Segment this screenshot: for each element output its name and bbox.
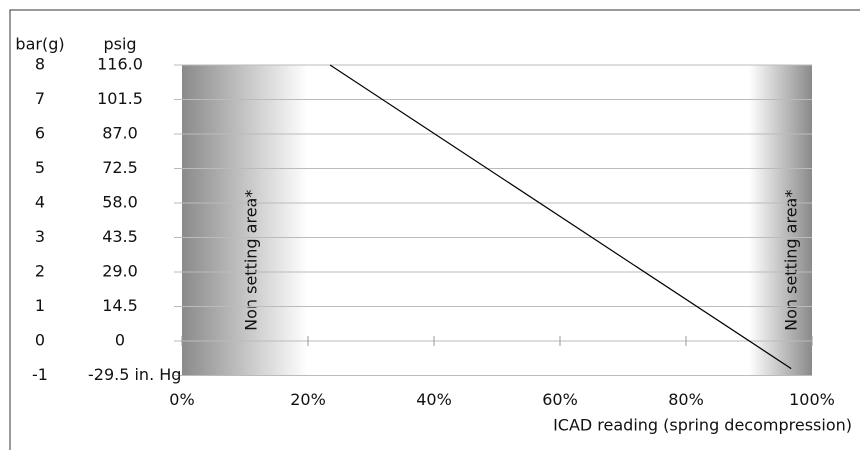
y-axis-title: bar(g) — [15, 35, 64, 54]
x-tick-label: 40% — [416, 390, 452, 409]
y-tick-label: 5 — [35, 158, 45, 177]
y-tick-label: 8 — [35, 55, 45, 74]
y2-tick-label: 14.5 — [102, 296, 138, 315]
region-annotation: Non setting area* — [782, 190, 801, 331]
y2-tick-label: 58.0 — [102, 193, 138, 212]
y-tick-label: 1 — [35, 296, 45, 315]
frame — [9, 9, 860, 450]
x-tick-label: 100% — [789, 390, 835, 409]
shaded-region — [182, 65, 308, 376]
y-tick-label: 7 — [35, 89, 45, 108]
x-tick-label: 80% — [668, 390, 704, 409]
shaded-region — [749, 65, 812, 376]
y2-tick-label: 0 — [115, 331, 125, 350]
x-tick-label: 0% — [169, 390, 194, 409]
x-tick-label: 20% — [290, 390, 326, 409]
y2-tick-label: 87.0 — [102, 124, 138, 143]
y-tick-label: 2 — [35, 262, 45, 281]
y2-tick-label: 43.5 — [102, 227, 138, 246]
x-axis-title: ICAD reading (spring decompression) — [553, 416, 852, 435]
y2-tick-label: -29.5 in. Hg — [88, 365, 181, 384]
y-tick-label: 4 — [35, 193, 45, 212]
y2-tick-label: 72.5 — [102, 158, 138, 177]
y-tick-label: -1 — [32, 365, 48, 384]
x-tick-label: 60% — [542, 390, 578, 409]
data-line — [329, 64, 792, 370]
region-annotation: Non setting area* — [242, 190, 261, 331]
y-tick-label: 0 — [35, 331, 45, 350]
y2-tick-label: 116.0 — [97, 55, 143, 74]
y2-tick-label: 29.0 — [102, 262, 138, 281]
y2-axis-title: psig — [103, 35, 136, 54]
y-tick-label: 6 — [35, 124, 45, 143]
y2-tick-label: 101.5 — [97, 89, 143, 108]
y-tick-label: 3 — [35, 227, 45, 246]
